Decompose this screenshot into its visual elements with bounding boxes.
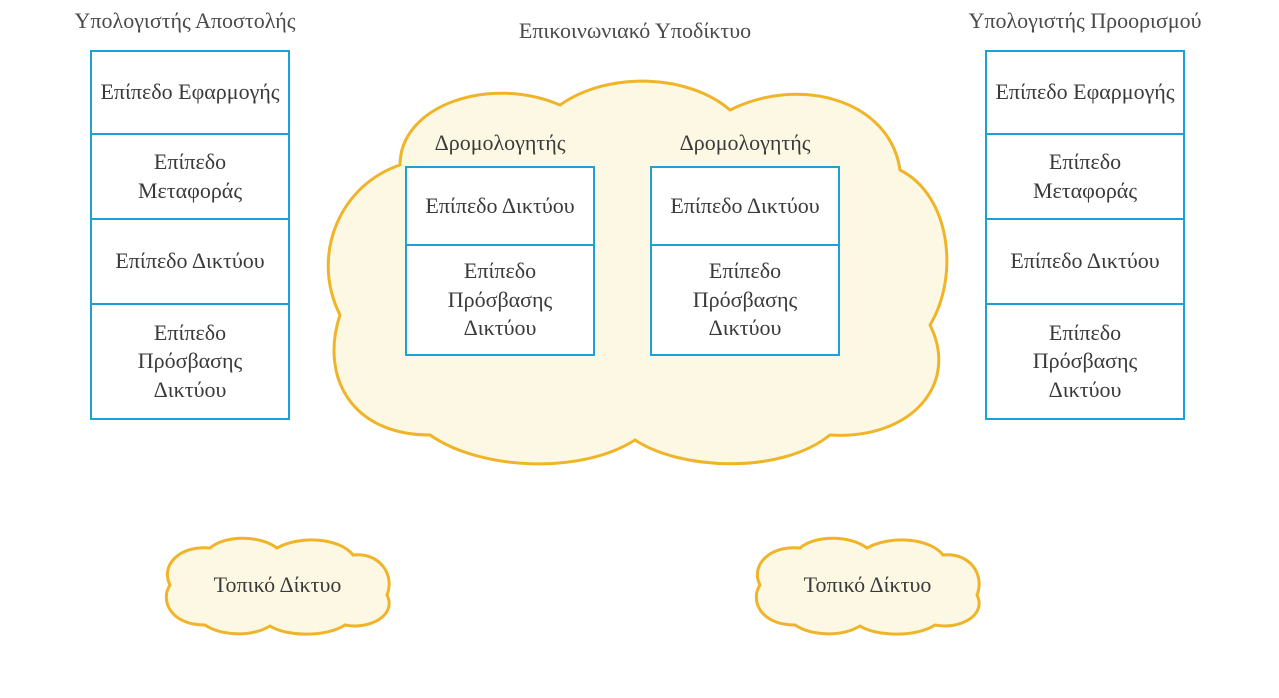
local-network-2-label: Τοπικό Δίκτυο — [745, 572, 990, 598]
local-network-cloud-2: Τοπικό Δίκτυο — [745, 530, 990, 640]
source-computer-stack: Επίπεδο Εφαρμογής Επίπεδο Μεταφοράς Επίπ… — [90, 50, 290, 420]
router-2-title: Δρομολογητής — [650, 130, 840, 156]
destination-computer-stack: Επίπεδο Εφαρμογής Επίπεδο Μεταφοράς Επίπ… — [985, 50, 1185, 420]
router-1-layer-network: Επίπεδο Δικτύου — [405, 166, 595, 246]
router-1-title: Δρομολογητής — [405, 130, 595, 156]
destination-computer-title: Υπολογιστής Προορισμού — [945, 8, 1225, 34]
source-layer-access: Επίπεδο Πρόσβασης Δικτύου — [90, 305, 290, 420]
router-2-layer-network: Επίπεδο Δικτύου — [650, 166, 840, 246]
source-layer-transport: Επίπεδο Μεταφοράς — [90, 135, 290, 220]
source-layer-network: Επίπεδο Δικτύου — [90, 220, 290, 305]
dest-layer-network: Επίπεδο Δικτύου — [985, 220, 1185, 305]
local-network-cloud-1: Τοπικό Δίκτυο — [155, 530, 400, 640]
dest-layer-application: Επίπεδο Εφαρμογής — [985, 50, 1185, 135]
router-2: Δρομολογητής Επίπεδο Δικτύου Επίπεδο Πρό… — [650, 130, 840, 356]
router-1: Δρομολογητής Επίπεδο Δικτύου Επίπεδο Πρό… — [405, 130, 595, 356]
dest-layer-access: Επίπεδο Πρόσβασης Δικτύου — [985, 305, 1185, 420]
source-computer-title: Υπολογιστής Αποστολής — [55, 8, 315, 34]
router-1-layer-access: Επίπεδο Πρόσβασης Δικτύου — [405, 246, 595, 356]
router-2-layer-access: Επίπεδο Πρόσβασης Δικτύου — [650, 246, 840, 356]
source-layer-application: Επίπεδο Εφαρμογής — [90, 50, 290, 135]
dest-layer-transport: Επίπεδο Μεταφοράς — [985, 135, 1185, 220]
subnet-title: Επικοινωνιακό Υποδίκτυο — [440, 18, 830, 44]
local-network-1-label: Τοπικό Δίκτυο — [155, 572, 400, 598]
